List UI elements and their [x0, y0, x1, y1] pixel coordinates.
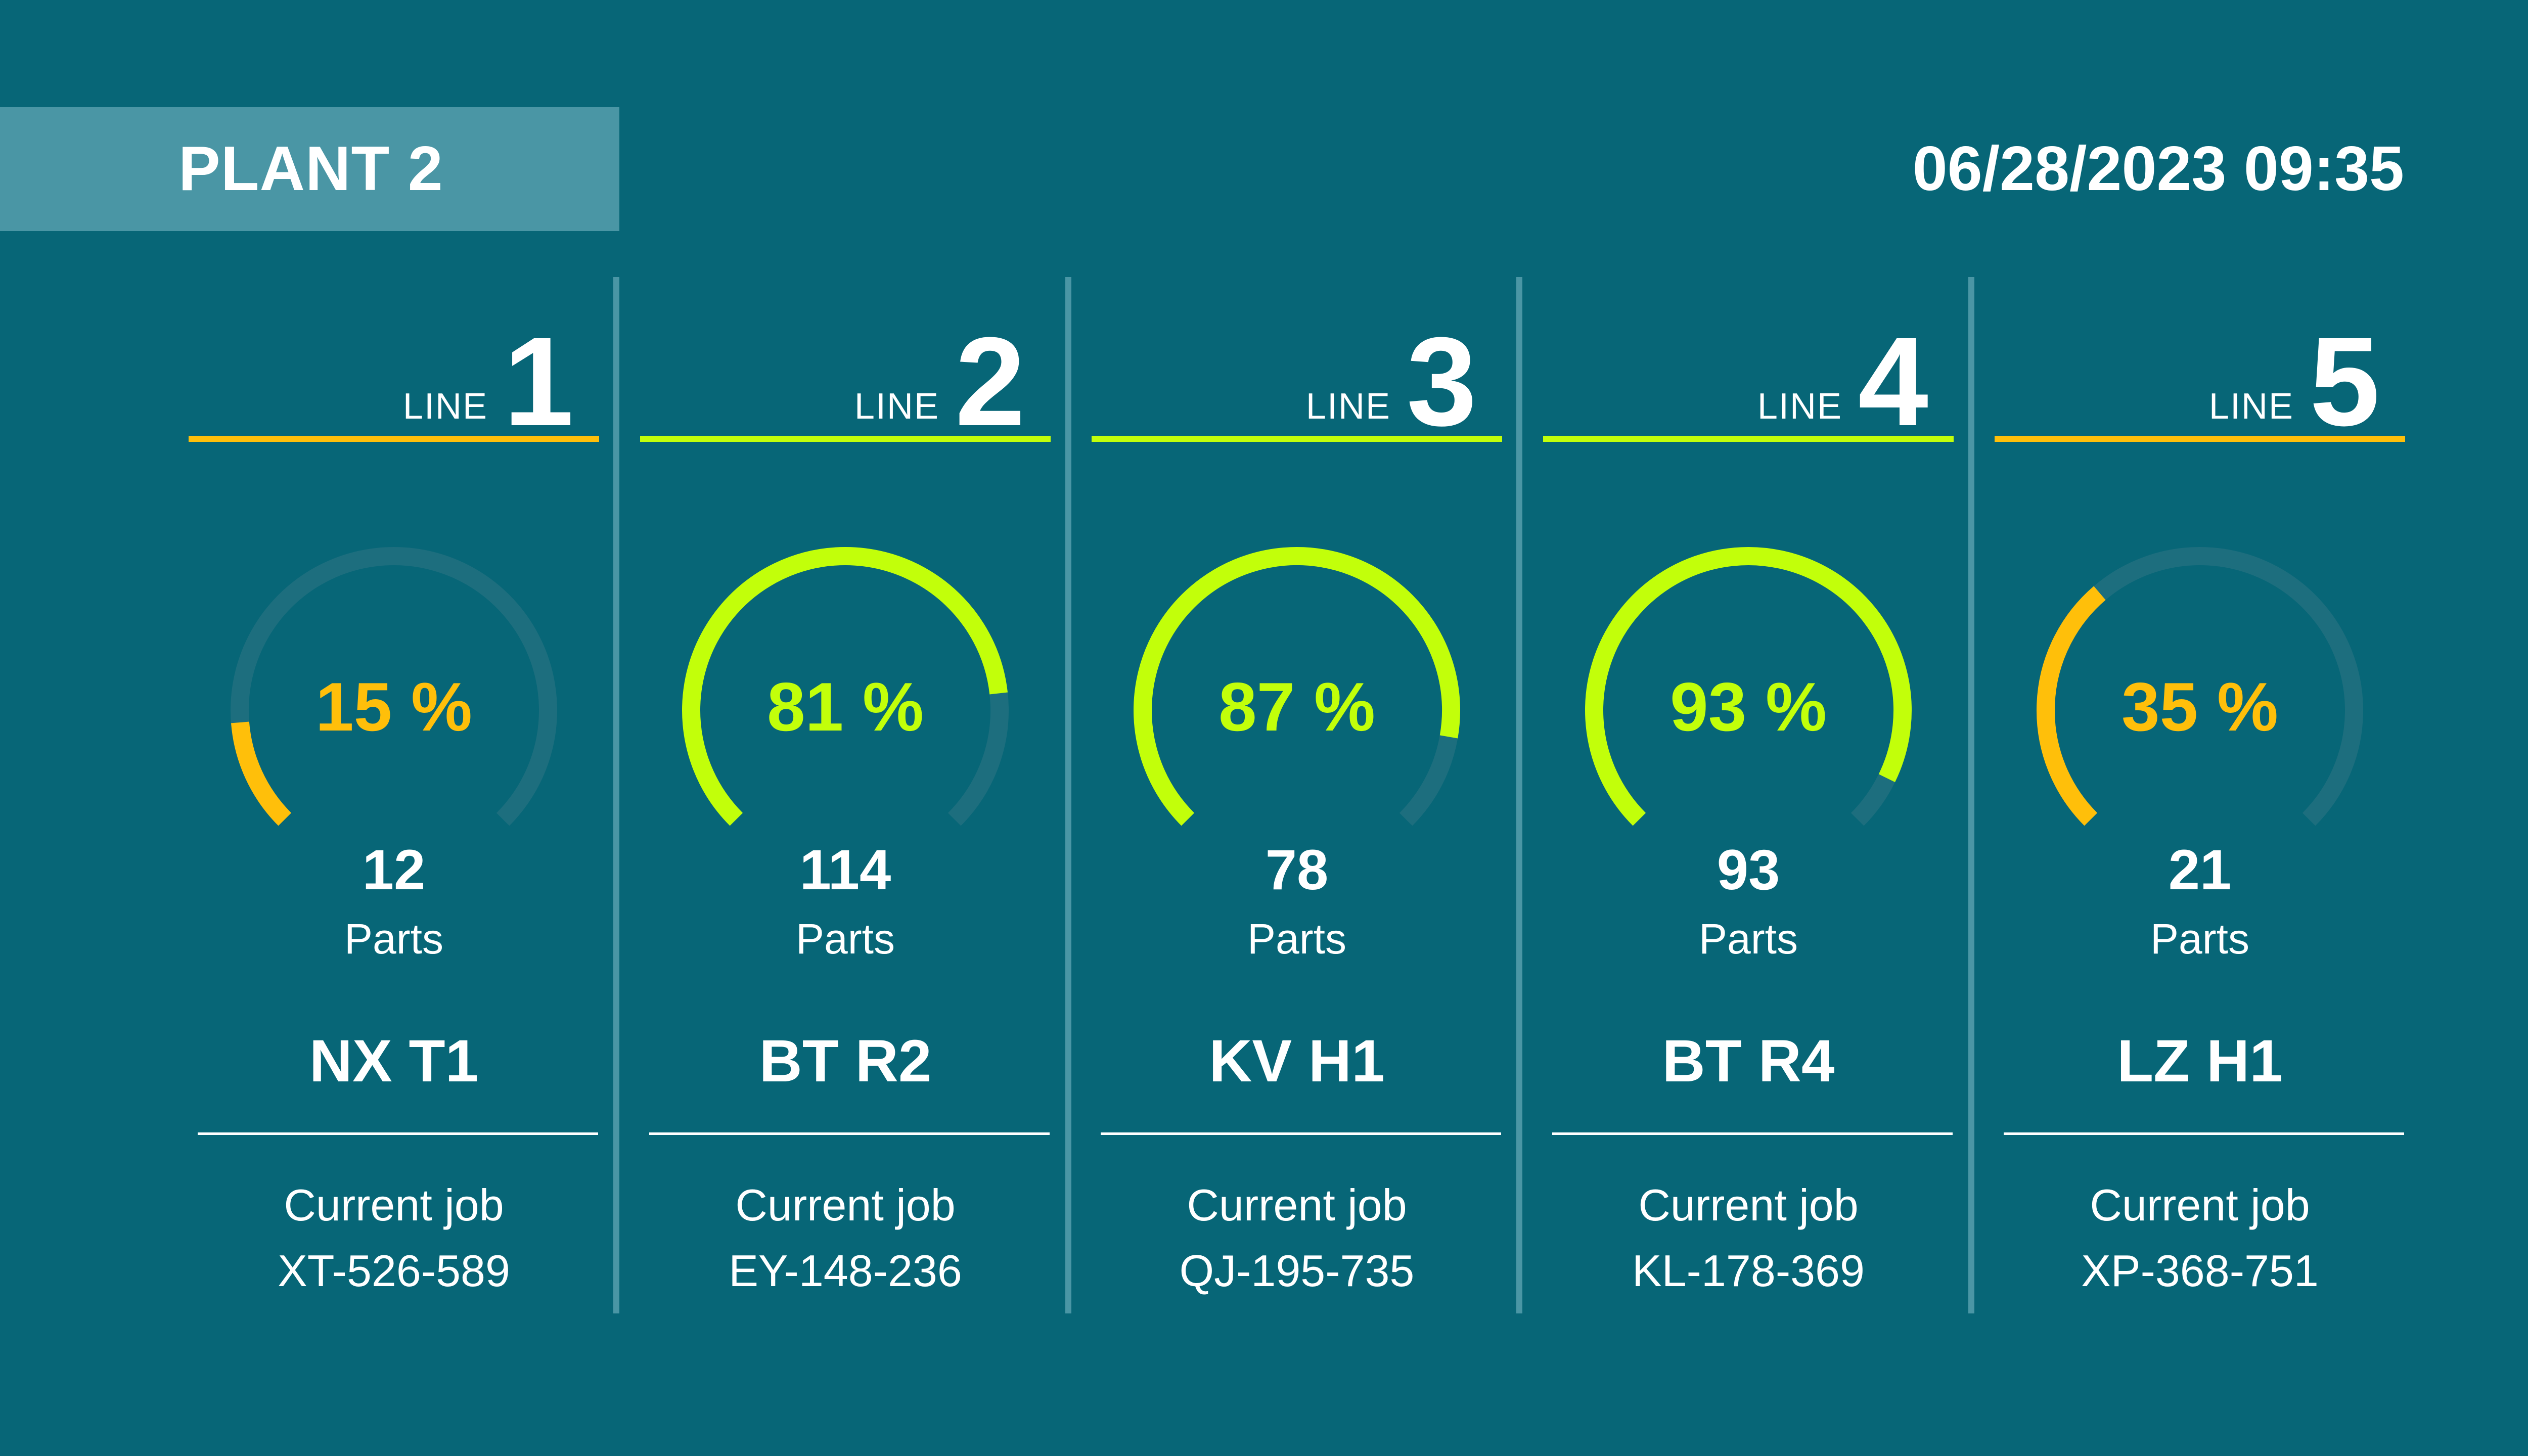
line-label: LINE — [1757, 386, 1842, 427]
parts-count: 12 — [362, 838, 426, 901]
parts-label: Parts — [1698, 915, 1798, 963]
line-label: LINE — [2208, 386, 2294, 427]
line-panel-4: LINE 4 93 % 93 Parts BT R4 Current job K… — [1543, 303, 1954, 1314]
progress-gauge: 87 % — [1133, 546, 1461, 875]
parts-label: Parts — [344, 915, 444, 963]
gauge-progress-arc — [1585, 547, 1912, 826]
gauge-track — [231, 547, 557, 826]
line-header: LINE 1 — [189, 303, 599, 445]
parts-label: Parts — [1247, 915, 1347, 963]
product-name: KV H1 — [1209, 1028, 1385, 1095]
line-header: LINE 3 — [1092, 303, 1502, 445]
line-status-bar — [1543, 436, 1954, 442]
current-job-code: KL-178-369 — [1632, 1246, 1865, 1296]
gauge-ring — [231, 547, 557, 826]
gauge-track — [1850, 774, 1895, 826]
line-status-bar — [189, 436, 599, 442]
gauge-track — [947, 692, 1009, 826]
current-job-label: Current job — [2090, 1180, 2310, 1230]
line-number: 3 — [1406, 311, 1477, 452]
gauge-progress-arc — [682, 547, 1008, 826]
gauge-track — [1399, 735, 1458, 826]
current-job-code: QJ-195-735 — [1179, 1246, 1415, 1296]
progress-gauge: 93 % — [1584, 546, 1913, 875]
product-name: BT R4 — [1662, 1028, 1835, 1095]
gauge-ring — [682, 547, 1009, 826]
current-job-label: Current job — [1638, 1180, 1859, 1230]
current-job-code: XT-526-589 — [278, 1246, 510, 1296]
parts-count: 21 — [2168, 838, 2232, 901]
line-label: LINE — [854, 386, 939, 427]
column-divider — [1968, 277, 1974, 1313]
current-job-code: EY-148-236 — [729, 1246, 962, 1296]
line-panel-2: LINE 2 81 % 114 Parts BT R2 Current job … — [640, 303, 1051, 1314]
job-divider — [649, 1132, 1050, 1135]
line-label: LINE — [402, 386, 488, 427]
parts-count: 78 — [1265, 838, 1329, 901]
product-name: NX T1 — [309, 1028, 479, 1095]
line-number: 5 — [2309, 311, 2380, 452]
progress-gauge: 81 % — [681, 546, 1010, 875]
gauge-track — [2094, 547, 2363, 826]
current-job-code: XP-368-751 — [2081, 1246, 2319, 1296]
line-panel-1: LINE 1 15 % 12 Parts NX T1 Current job X… — [189, 303, 599, 1314]
line-label: LINE — [1305, 386, 1391, 427]
line-header: LINE 5 — [1995, 303, 2405, 445]
line-status-bar — [640, 436, 1051, 442]
parts-count: 93 — [1717, 838, 1780, 901]
current-job-label: Current job — [735, 1180, 956, 1230]
line-header: LINE 2 — [640, 303, 1051, 445]
job-divider — [1101, 1132, 1501, 1135]
progress-gauge: 15 % — [230, 546, 558, 875]
plant-title: PLANT 2 — [178, 134, 443, 204]
line-number: 4 — [1858, 311, 1928, 452]
gauge-percent: 93 % — [1670, 668, 1827, 745]
line-status-bar — [1995, 436, 2405, 442]
line-panel-3: LINE 3 87 % 78 Parts KV H1 Current job Q… — [1092, 303, 1502, 1314]
product-name: LZ H1 — [2117, 1028, 2283, 1095]
gauge-percent: 81 % — [767, 668, 924, 745]
job-divider — [2004, 1132, 2404, 1135]
gauge-progress-arc — [231, 721, 292, 826]
current-job-label: Current job — [1187, 1180, 1407, 1230]
progress-gauge: 35 % — [2036, 546, 2364, 875]
line-number: 2 — [955, 311, 1025, 452]
line-number: 1 — [503, 311, 574, 452]
column-divider — [1065, 277, 1071, 1313]
gauge-ring — [2037, 547, 2363, 826]
plant-banner — [0, 107, 619, 231]
line-header: LINE 4 — [1543, 303, 1954, 445]
job-divider — [1552, 1132, 1953, 1135]
parts-label: Parts — [2150, 915, 2250, 963]
current-job-label: Current job — [284, 1180, 504, 1230]
gauge-progress-arc — [2037, 586, 2106, 826]
gauge-ring — [1134, 547, 1460, 826]
parts-count: 114 — [799, 838, 891, 901]
gauge-progress-arc — [1134, 547, 1460, 826]
parts-label: Parts — [795, 915, 895, 963]
product-name: BT R2 — [759, 1028, 932, 1095]
datetime-display: 06/28/2023 09:35 — [1912, 134, 2404, 204]
job-divider — [198, 1132, 598, 1135]
line-panel-5: LINE 5 35 % 21 Parts LZ H1 Current job X… — [1995, 303, 2405, 1314]
column-divider — [613, 277, 619, 1313]
column-divider — [1516, 277, 1522, 1313]
gauge-ring — [1585, 547, 1912, 826]
gauge-percent: 15 % — [315, 668, 472, 745]
gauge-percent: 35 % — [2121, 668, 2278, 745]
line-status-bar — [1092, 436, 1502, 442]
gauge-percent: 87 % — [1218, 668, 1375, 745]
